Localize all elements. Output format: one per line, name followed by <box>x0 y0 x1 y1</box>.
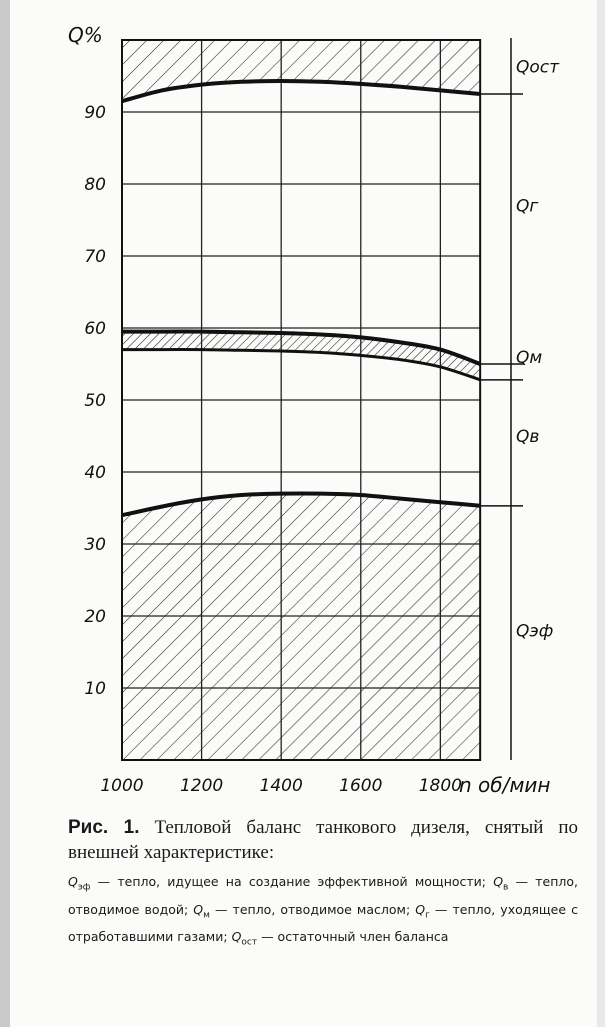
heat-balance-chart: 10 20 30 40 50 60 70 80 90 1000 1200 1400 1600 1800 Q… <box>68 23 560 797</box>
y-tick-label: 80 <box>84 175 106 195</box>
term-subscript: эф <box>77 882 91 893</box>
term-subscript: в <box>503 882 509 893</box>
term-symbol: Q <box>231 929 242 944</box>
caption-title: Рис. 1. Тепловой баланс танкового дизеля… <box>68 815 578 865</box>
term-description: — тепло, уходящее с отработавшими газами… <box>68 901 579 945</box>
figure-caption: Рис. 1. Тепловой баланс танкового дизеля… <box>68 815 578 954</box>
region-label: Qг <box>516 197 538 217</box>
tick-labels: 10 20 30 40 50 60 70 80 90 1000 1200 1400 1600 1800 <box>84 103 462 796</box>
caption-term: Qв — тепло, отводимое водой; <box>68 874 578 917</box>
term-symbol: Q <box>68 874 78 889</box>
plot-border <box>121 39 482 761</box>
y-tick-label: 20 <box>84 607 106 627</box>
region-q-ef <box>122 493 481 760</box>
term-description: — тепло, отводимое водой; <box>68 874 578 917</box>
region-label: Qм <box>516 348 542 368</box>
x-tick-label: 1400 <box>260 776 303 796</box>
caption-term: Qост — остаточный член баланса <box>231 929 449 948</box>
caption-legend-text: Qэф — тепло, идущее на создание эффектив… <box>68 871 578 954</box>
y-tick-label: 40 <box>84 463 106 483</box>
chart-grid <box>122 40 481 760</box>
region-labels: Qост Qг Qм Qв Qэф <box>516 58 560 642</box>
caption-term: Qм — тепло, отводимое маслом; <box>193 901 416 921</box>
curve-q-v <box>122 348 481 382</box>
term-subscript: м <box>203 910 210 920</box>
term-symbol: Q <box>493 874 504 889</box>
scan-edge-left <box>0 0 10 1027</box>
x-tick-label: 1000 <box>100 776 143 796</box>
caption-term: Qг — тепло, уходящее с отработавшими газ… <box>68 902 578 945</box>
plot-frame <box>121 38 523 761</box>
term-description: — тепло, отводимое маслом; <box>209 901 416 917</box>
term-subscript: ост <box>241 937 258 948</box>
curve-q-ef <box>121 491 481 518</box>
curve-q-m <box>122 329 481 366</box>
caption-term: Qэф — тепло, идущее на создание эффектив… <box>68 874 494 893</box>
term-symbol: Q <box>415 901 426 917</box>
y-tick-label: 70 <box>84 247 106 267</box>
caption-title-text: Тепловой баланс танкового дизеля, снятый… <box>68 817 579 863</box>
region-label: Qэф <box>516 621 553 641</box>
y-tick-label: 50 <box>84 391 106 411</box>
term-description: — остаточный член баланса <box>257 929 449 944</box>
x-tick-label: 1800 <box>419 776 462 796</box>
scan-edge-right <box>597 0 605 1027</box>
region-q-ost <box>122 40 481 102</box>
region-q-m <box>122 331 481 380</box>
balance-curves <box>121 78 481 518</box>
y-tick-label: 30 <box>84 535 106 555</box>
y-tick-label: 10 <box>84 679 106 699</box>
x-tick-label: 1200 <box>180 776 223 796</box>
x-axis-title: n об/мин <box>459 773 551 797</box>
y-tick-label: 90 <box>84 103 106 123</box>
term-description: — тепло, идущее на создание эффективной … <box>90 874 494 889</box>
region-label: Qост <box>516 58 560 78</box>
figure-label: Рис. 1. <box>68 817 140 838</box>
curve-q-g <box>121 78 481 104</box>
y-axis-title: Q% <box>68 23 103 47</box>
term-symbol: Q <box>193 901 204 917</box>
term-subscript: г <box>425 910 430 920</box>
x-tick-label: 1600 <box>339 776 382 796</box>
y-tick-label: 60 <box>84 319 106 339</box>
region-label: Qв <box>516 427 539 447</box>
